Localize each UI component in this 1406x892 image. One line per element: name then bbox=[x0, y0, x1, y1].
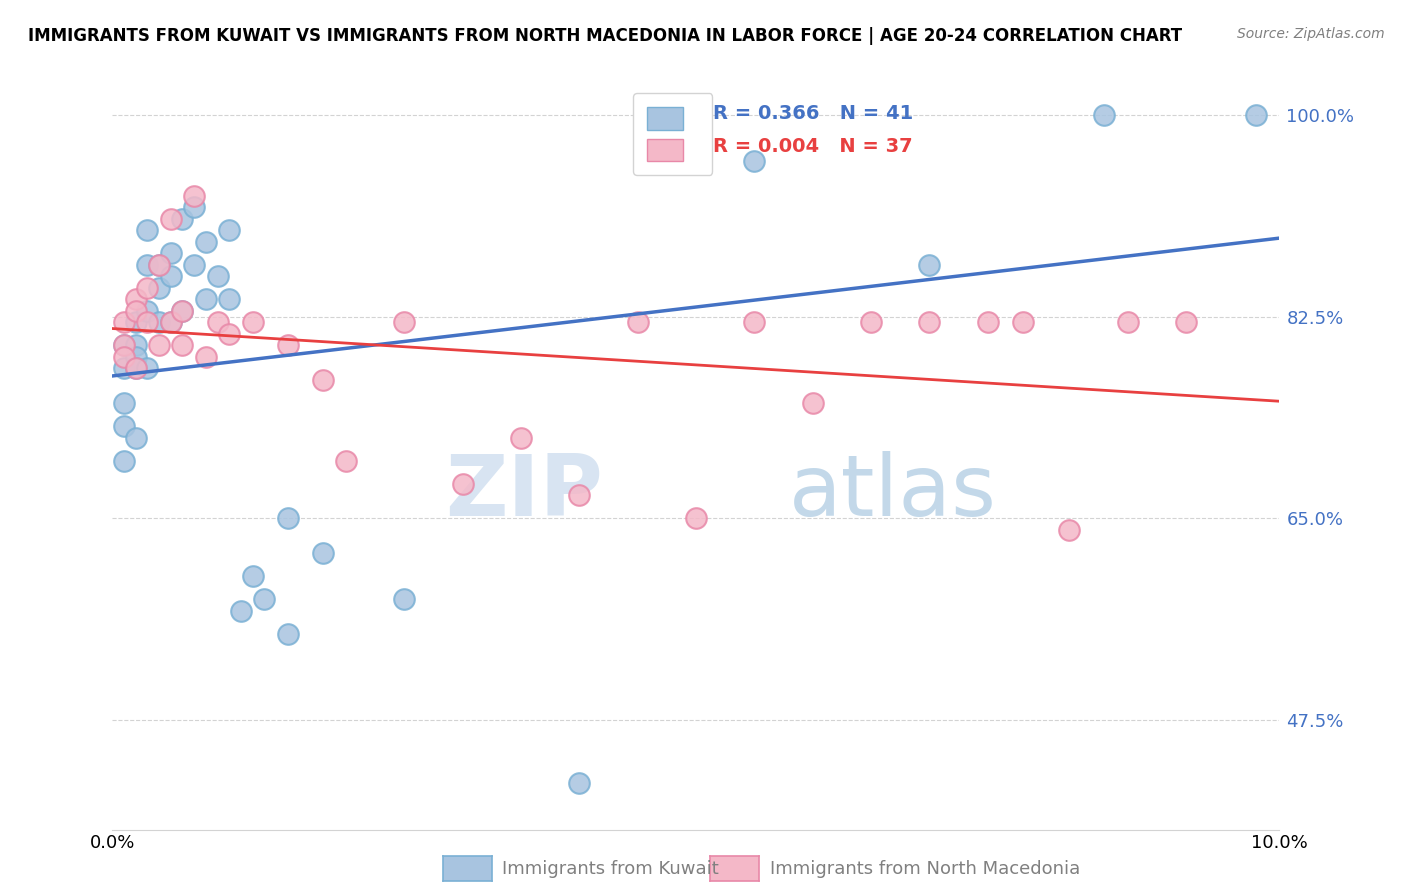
Text: IMMIGRANTS FROM KUWAIT VS IMMIGRANTS FROM NORTH MACEDONIA IN LABOR FORCE | AGE 2: IMMIGRANTS FROM KUWAIT VS IMMIGRANTS FRO… bbox=[28, 27, 1182, 45]
Point bbox=[136, 258, 159, 272]
Point bbox=[1094, 108, 1116, 122]
Point bbox=[148, 338, 170, 352]
Point bbox=[685, 511, 707, 525]
Point bbox=[148, 315, 170, 329]
Text: Immigrants from North Macedonia: Immigrants from North Macedonia bbox=[770, 860, 1081, 878]
Point bbox=[918, 315, 941, 329]
Point bbox=[112, 419, 135, 434]
Point bbox=[160, 315, 183, 329]
Point bbox=[112, 338, 135, 352]
Point bbox=[394, 592, 416, 607]
Point bbox=[125, 315, 148, 329]
Point bbox=[136, 315, 159, 329]
Point bbox=[125, 361, 148, 376]
Point bbox=[207, 315, 229, 329]
Point bbox=[311, 373, 333, 387]
Text: ZIP: ZIP bbox=[444, 450, 603, 534]
Point bbox=[568, 776, 591, 790]
Text: R = 0.004   N = 37: R = 0.004 N = 37 bbox=[713, 136, 912, 156]
Point bbox=[1116, 315, 1139, 329]
Point bbox=[183, 258, 205, 272]
Point bbox=[172, 303, 194, 318]
Point bbox=[160, 315, 183, 329]
Text: atlas: atlas bbox=[789, 450, 997, 534]
Point bbox=[160, 269, 183, 284]
Point bbox=[335, 453, 357, 467]
Point bbox=[1059, 523, 1081, 537]
Point bbox=[160, 211, 183, 226]
Point bbox=[112, 453, 135, 467]
Point bbox=[183, 200, 205, 214]
Point bbox=[160, 246, 183, 260]
Point bbox=[112, 361, 135, 376]
Point bbox=[976, 315, 998, 329]
Point bbox=[509, 431, 531, 445]
Point bbox=[136, 281, 159, 295]
Point bbox=[253, 592, 276, 607]
Point bbox=[125, 350, 148, 364]
Point bbox=[136, 223, 159, 237]
Point bbox=[394, 315, 416, 329]
Point bbox=[183, 188, 205, 202]
Point bbox=[112, 338, 135, 352]
Point bbox=[451, 476, 474, 491]
Point bbox=[229, 603, 252, 617]
Text: Source: ZipAtlas.com: Source: ZipAtlas.com bbox=[1237, 27, 1385, 41]
Point bbox=[112, 350, 135, 364]
Point bbox=[148, 281, 170, 295]
Point bbox=[242, 315, 264, 329]
Point bbox=[172, 338, 194, 352]
Point bbox=[1011, 315, 1033, 329]
Point bbox=[125, 303, 148, 318]
Point bbox=[136, 361, 159, 376]
Point bbox=[125, 338, 148, 352]
Point bbox=[627, 315, 650, 329]
Point bbox=[742, 315, 765, 329]
Point bbox=[218, 326, 240, 341]
Text: Immigrants from Kuwait: Immigrants from Kuwait bbox=[502, 860, 718, 878]
Point bbox=[218, 223, 240, 237]
Point bbox=[801, 396, 824, 410]
Point bbox=[1244, 108, 1267, 122]
Point bbox=[172, 303, 194, 318]
Point bbox=[172, 211, 194, 226]
Point bbox=[194, 350, 217, 364]
Point bbox=[218, 293, 240, 307]
Point bbox=[276, 338, 298, 352]
Point bbox=[125, 431, 148, 445]
Point bbox=[194, 235, 217, 249]
Point bbox=[125, 293, 148, 307]
Point bbox=[276, 511, 298, 525]
Point bbox=[207, 269, 229, 284]
Point bbox=[918, 258, 941, 272]
Point bbox=[148, 258, 170, 272]
Point bbox=[242, 569, 264, 583]
Point bbox=[136, 303, 159, 318]
Point bbox=[112, 315, 135, 329]
Point bbox=[112, 396, 135, 410]
Point bbox=[148, 258, 170, 272]
Point bbox=[860, 315, 883, 329]
Text: R = 0.366   N = 41: R = 0.366 N = 41 bbox=[713, 104, 914, 123]
Legend: , : , bbox=[633, 93, 713, 175]
Point bbox=[276, 626, 298, 640]
Point bbox=[125, 361, 148, 376]
Point bbox=[311, 546, 333, 560]
Point bbox=[742, 153, 765, 168]
Point bbox=[568, 488, 591, 502]
Point bbox=[194, 293, 217, 307]
Point bbox=[1175, 315, 1198, 329]
